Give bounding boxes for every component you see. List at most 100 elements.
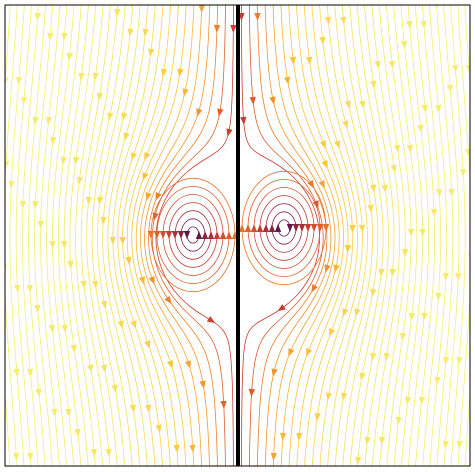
arrow xyxy=(91,280,99,289)
arrow xyxy=(166,360,174,369)
arrow xyxy=(119,236,126,245)
arrow xyxy=(159,231,167,239)
arrow xyxy=(206,316,216,324)
arrow xyxy=(148,276,155,285)
arrow xyxy=(341,392,348,401)
streamline xyxy=(407,5,430,466)
arrow xyxy=(298,224,306,232)
streamline xyxy=(272,5,336,466)
arrow xyxy=(408,312,416,321)
arrow xyxy=(5,160,10,169)
streamline xyxy=(21,5,39,466)
streamline xyxy=(311,5,358,466)
arrow xyxy=(465,64,470,73)
arrow xyxy=(0,245,1,253)
arrow xyxy=(199,380,206,389)
arrow xyxy=(32,200,39,209)
arrow xyxy=(74,428,81,437)
streamline xyxy=(112,5,156,466)
arrow xyxy=(446,84,454,93)
arrow xyxy=(442,440,449,449)
arrow xyxy=(65,408,72,417)
arrow xyxy=(100,300,108,309)
arrow xyxy=(219,231,227,239)
arrow xyxy=(125,256,132,265)
arrow xyxy=(19,200,27,209)
streamline xyxy=(443,5,460,466)
arrow xyxy=(456,440,463,449)
streamline xyxy=(256,5,328,466)
streamline xyxy=(436,5,454,466)
arrow xyxy=(138,276,145,285)
streamline xyxy=(135,5,195,466)
arrow xyxy=(340,16,347,25)
arrow xyxy=(333,264,340,273)
streamline xyxy=(319,5,363,466)
arrow xyxy=(32,116,39,125)
streamline xyxy=(28,5,46,466)
arrow xyxy=(165,231,173,239)
arrow xyxy=(324,16,332,25)
vortex-loop xyxy=(277,219,291,237)
arrow xyxy=(117,320,124,329)
arrow xyxy=(280,432,287,441)
arrow xyxy=(468,252,470,258)
arrow xyxy=(51,408,58,417)
arrow xyxy=(61,324,68,333)
streamline xyxy=(280,5,340,466)
arrow xyxy=(220,400,227,409)
arrow xyxy=(45,116,53,125)
arrow xyxy=(306,348,313,357)
streamline xyxy=(450,5,466,466)
arrow xyxy=(244,224,252,232)
arrow xyxy=(0,433,4,441)
arrow xyxy=(26,452,34,461)
arrow xyxy=(48,324,55,333)
arrow xyxy=(455,272,462,281)
streamline xyxy=(421,5,442,466)
streamline xyxy=(102,5,141,466)
arrow xyxy=(434,376,441,385)
arrow xyxy=(354,308,361,317)
streamline xyxy=(334,5,374,466)
arrow xyxy=(310,224,318,232)
arrow xyxy=(207,231,215,239)
arrow xyxy=(142,172,149,181)
streamline xyxy=(296,5,349,466)
vortex-loop xyxy=(271,211,297,245)
arrow xyxy=(434,5,439,9)
arrow xyxy=(145,192,152,201)
arrow xyxy=(73,156,80,165)
streamline xyxy=(91,5,126,466)
arrow xyxy=(418,396,426,405)
arrow xyxy=(230,24,237,33)
arrow xyxy=(127,28,134,37)
streamline xyxy=(15,5,32,466)
arrow xyxy=(435,188,443,197)
arrow xyxy=(464,148,470,157)
arrow xyxy=(217,108,224,117)
arrow xyxy=(183,231,191,239)
arrow xyxy=(147,231,155,239)
arrow xyxy=(471,337,475,345)
arrow xyxy=(201,231,209,239)
arrow xyxy=(374,60,381,69)
arrow xyxy=(256,224,264,232)
streamline xyxy=(80,5,111,466)
arrow xyxy=(76,176,83,185)
arrow xyxy=(177,231,185,239)
arrow xyxy=(304,224,312,232)
arrow xyxy=(367,204,374,213)
arrow xyxy=(442,356,450,365)
arrow xyxy=(198,5,206,13)
arrow xyxy=(311,283,318,293)
arrow xyxy=(271,368,278,377)
arrow xyxy=(49,240,56,249)
arrow xyxy=(96,92,104,101)
arrow xyxy=(314,412,321,421)
arrow xyxy=(177,68,184,77)
vortex-loop xyxy=(186,226,200,244)
arrow xyxy=(283,76,291,85)
arrow xyxy=(97,196,104,205)
streamline xyxy=(144,5,211,466)
